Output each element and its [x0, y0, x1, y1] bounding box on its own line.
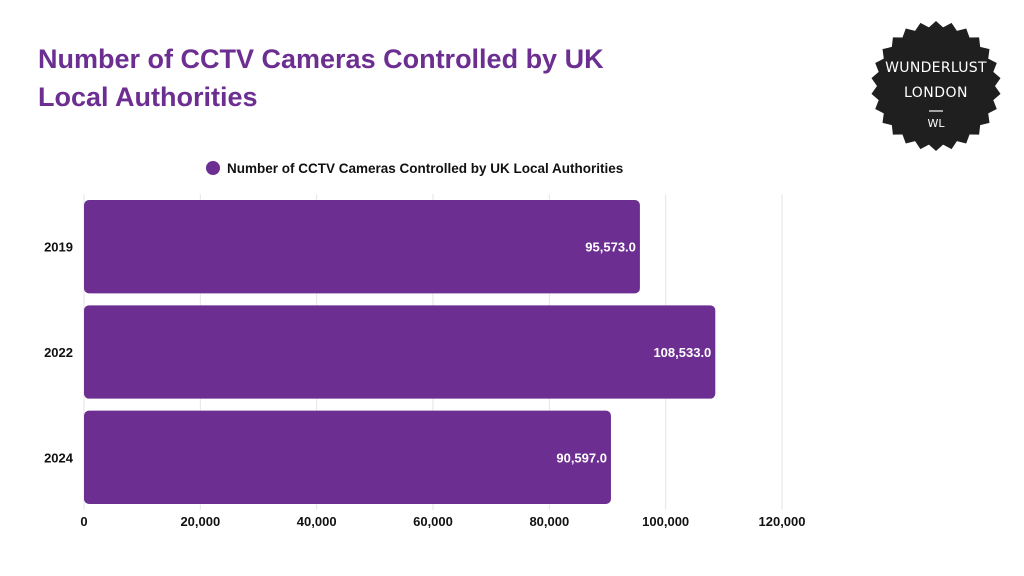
logo-monogram: WL [927, 117, 945, 130]
chart-title: Number of CCTV Cameras Controlled by UK … [38, 44, 604, 112]
bar [84, 410, 611, 504]
x-tick-label: 0 [80, 514, 87, 529]
x-tick-label: 100,000 [642, 514, 689, 529]
category-label: 2022 [44, 345, 73, 360]
wunderlust-london-logo[interactable]: WUNDERLUST LONDON WL [870, 20, 1002, 152]
badge-seal-shape [871, 21, 1001, 151]
category-label: 2019 [44, 240, 73, 255]
bar-value-label: 95,573.0 [585, 240, 636, 255]
bar-value-label: 90,597.0 [556, 450, 607, 465]
logo-line-2: LONDON [904, 85, 968, 101]
category-labels: 2019 2022 2024 [44, 240, 74, 466]
x-tick-label: 120,000 [759, 514, 806, 529]
legend-label: Number of CCTV Cameras Controlled by UK … [227, 161, 623, 176]
x-tick-label: 60,000 [413, 514, 453, 529]
logo-line-1: WUNDERLUST [885, 60, 987, 76]
x-tick-label: 20,000 [180, 514, 220, 529]
bar-value-label: 108,533.0 [653, 345, 711, 360]
x-axis-ticks: 0 20,000 40,000 60,000 80,000 100,000 120,000 [80, 514, 805, 529]
bars: 95,573.0 108,533.0 90,597.0 [84, 200, 716, 504]
x-tick-label: 40,000 [297, 514, 337, 529]
x-tick-label: 80,000 [529, 514, 569, 529]
legend: Number of CCTV Cameras Controlled by UK … [206, 161, 623, 176]
category-label: 2024 [44, 450, 74, 465]
bar [84, 305, 716, 399]
bar [84, 200, 640, 294]
legend-marker [206, 161, 220, 175]
